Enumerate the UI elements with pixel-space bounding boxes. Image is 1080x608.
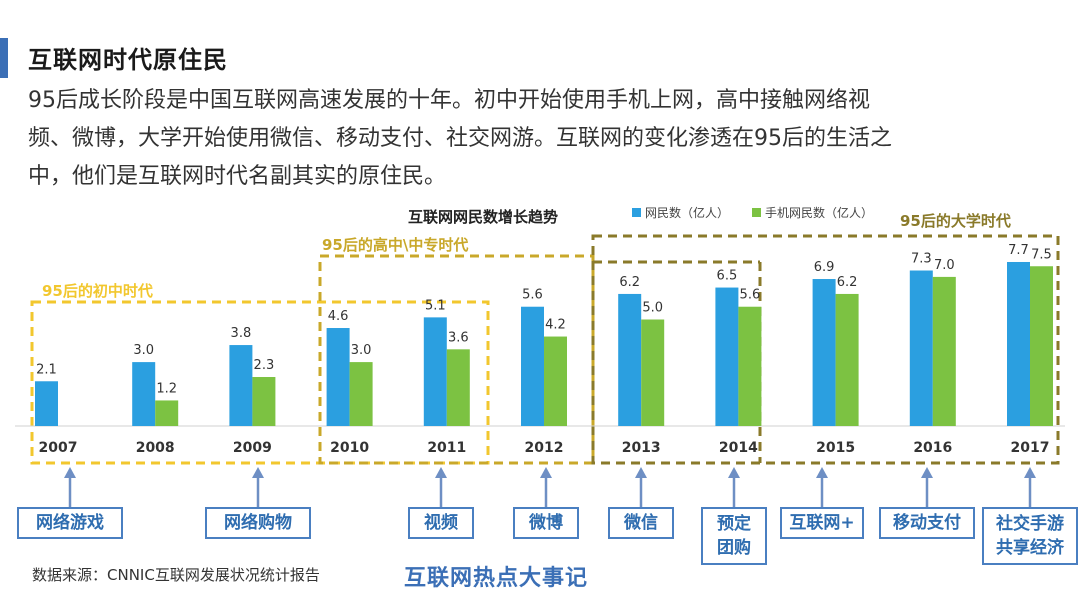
bar-netizens-2017 [1007,261,1030,426]
event-box-8: 移动支付 [879,507,975,539]
value-label-netizens-2013: 6.2 [619,275,640,290]
bar-mobile-2012 [544,336,567,426]
legend-label-1: 网民数（亿人） [645,205,729,220]
bar-netizens-2010 [326,328,350,426]
period-box-3 [591,234,1060,465]
period-box-1 [30,300,490,465]
value-label-netizens-2012: 5.6 [522,288,543,303]
x-tick-2008: 2008 [136,440,175,456]
intro-line-1: 95后成长阶段是中国互联网高速发展的十年。初中开始使用手机上网，高中接触网络视 [28,88,870,113]
bar-netizens-2008 [132,362,156,426]
event-box-9: 社交手游 共享经济 [982,507,1078,565]
value-label-netizens-2014: 6.5 [717,269,738,284]
value-label-mobile-2012: 4.2 [545,318,566,333]
chart-title: 互联网网民数增长趋势 [408,208,558,226]
value-label-mobile-2008: 1.2 [156,381,177,396]
legend-swatch-1 [632,208,641,217]
bar-mobile-2010 [349,362,373,426]
events-title: 互联网热点大事记 [404,566,589,591]
value-label-mobile-2016: 7.0 [934,258,955,273]
intro-line-2: 频、微博，大学开始使用微信、移动支付、社交网游。互联网的变化渗透在95后的生活之 [28,126,892,151]
x-tick-2016: 2016 [913,440,952,456]
event-label: 微博 [529,513,563,533]
value-label-mobile-2010: 3.0 [351,343,372,358]
x-tick-2015: 2015 [816,440,855,456]
x-tick-2010: 2010 [330,440,369,456]
bar-mobile-2016 [932,276,956,426]
bar-netizens-2015 [812,279,836,426]
period-label-2: 95后的高中\中专时代 [322,236,468,254]
bar-netizens-2013 [618,293,642,426]
bar-mobile-2017 [1030,266,1053,426]
event-box-7: 互联网+ [780,507,864,539]
x-tick-2013: 2013 [622,440,661,456]
value-label-netizens-2011: 5.1 [425,298,446,313]
event-label: 社交手游 共享经济 [996,514,1064,558]
event-box-1: 网络游戏 [17,507,123,539]
event-box-4: 微博 [513,507,579,539]
event-label: 互联网+ [789,513,855,533]
data-source-note: 数据来源：CNNIC互联网发展状况统计报告 [32,566,320,584]
value-label-netizens-2009: 3.8 [231,326,252,341]
value-label-netizens-2017: 7.7 [1008,243,1029,258]
x-tick-2011: 2011 [427,440,466,456]
event-box-3: 视频 [408,507,474,539]
legend-label-2: 手机网民数（亿人） [765,205,873,220]
value-label-mobile-2009: 2.3 [254,358,275,373]
value-label-mobile-2014: 5.6 [740,288,761,303]
bar-netizens-2016 [909,270,933,426]
bar-netizens-2014 [715,287,739,426]
event-box-6: 预定 团购 [701,507,767,565]
bar-netizens-2007 [35,381,58,426]
netizen-growth-chart: 95后的初中时代 95后的高中\中专时代 95后的大学时代 互联网网民数增长趋势 网民数… [15,205,1065,465]
period-label-1: 95后的初中时代 [42,282,153,300]
value-label-mobile-2011: 3.6 [448,330,469,345]
bar-mobile-2011 [446,349,470,426]
value-label-mobile-2013: 5.0 [642,301,663,316]
event-box-5: 微信 [608,507,674,539]
legend-swatch-2 [752,208,761,217]
x-tick-2007: 2007 [39,440,78,456]
bar-mobile-2008 [155,400,179,426]
event-label: 网络购物 [224,513,292,533]
value-label-mobile-2015: 6.2 [837,275,858,290]
value-label-netizens-2007: 2.1 [36,362,57,377]
period-label-3: 95后的大学时代 [900,212,1011,230]
x-tick-2017: 2017 [1011,440,1050,456]
bar-mobile-2014 [738,306,762,426]
intro-paragraph: 95后成长阶段是中国互联网高速发展的十年。初中开始使用手机上网，高中接触网络视 … [28,82,1038,196]
x-tick-2009: 2009 [233,440,272,456]
event-box-2: 网络购物 [205,507,311,539]
event-label: 视频 [424,513,458,533]
value-label-mobile-2017: 7.5 [1031,247,1052,262]
bar-mobile-2013 [641,319,665,426]
bar-mobile-2009 [252,377,276,426]
bar-netizens-2009 [229,345,253,426]
x-tick-2012: 2012 [525,440,564,456]
value-label-netizens-2008: 3.0 [133,343,154,358]
intro-line-3: 中，他们是互联网时代名副其实的原住民。 [28,164,447,189]
event-label: 移动支付 [893,513,961,533]
bar-netizens-2011 [423,317,447,426]
event-label: 预定 团购 [717,514,751,558]
value-label-netizens-2016: 7.3 [911,252,932,267]
page-title: 互联网时代原住民 [28,46,228,74]
event-label: 微信 [624,513,658,533]
bar-netizens-2012 [521,306,544,426]
value-label-netizens-2010: 4.6 [328,309,349,324]
bar-mobile-2015 [835,293,859,426]
title-accent-bar [0,38,8,78]
event-label: 网络游戏 [36,513,104,533]
value-label-netizens-2015: 6.9 [814,260,835,275]
x-tick-2014: 2014 [719,440,758,456]
